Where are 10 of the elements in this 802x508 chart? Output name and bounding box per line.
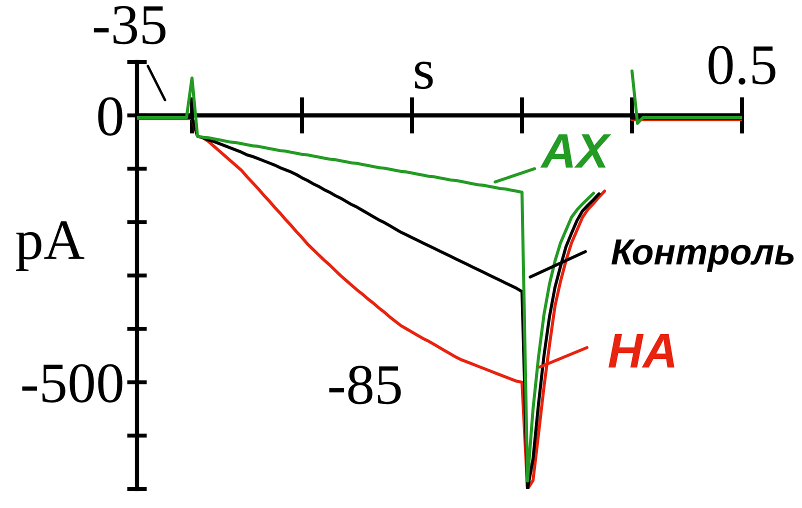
x-axis-title: s xyxy=(415,62,433,90)
annotation: -85 xyxy=(329,366,401,404)
y-tick-label: -500 xyxy=(22,364,122,403)
y-axis-title: pA xyxy=(16,221,84,272)
y-tick-label: 0 xyxy=(98,97,122,136)
text: -35 xyxy=(94,6,166,44)
legend-label: АХ xyxy=(540,134,612,168)
legend-label: НА xyxy=(608,334,674,368)
x-tick-label: 0.5 xyxy=(708,46,776,85)
legend-label: Контроль xyxy=(612,240,794,272)
